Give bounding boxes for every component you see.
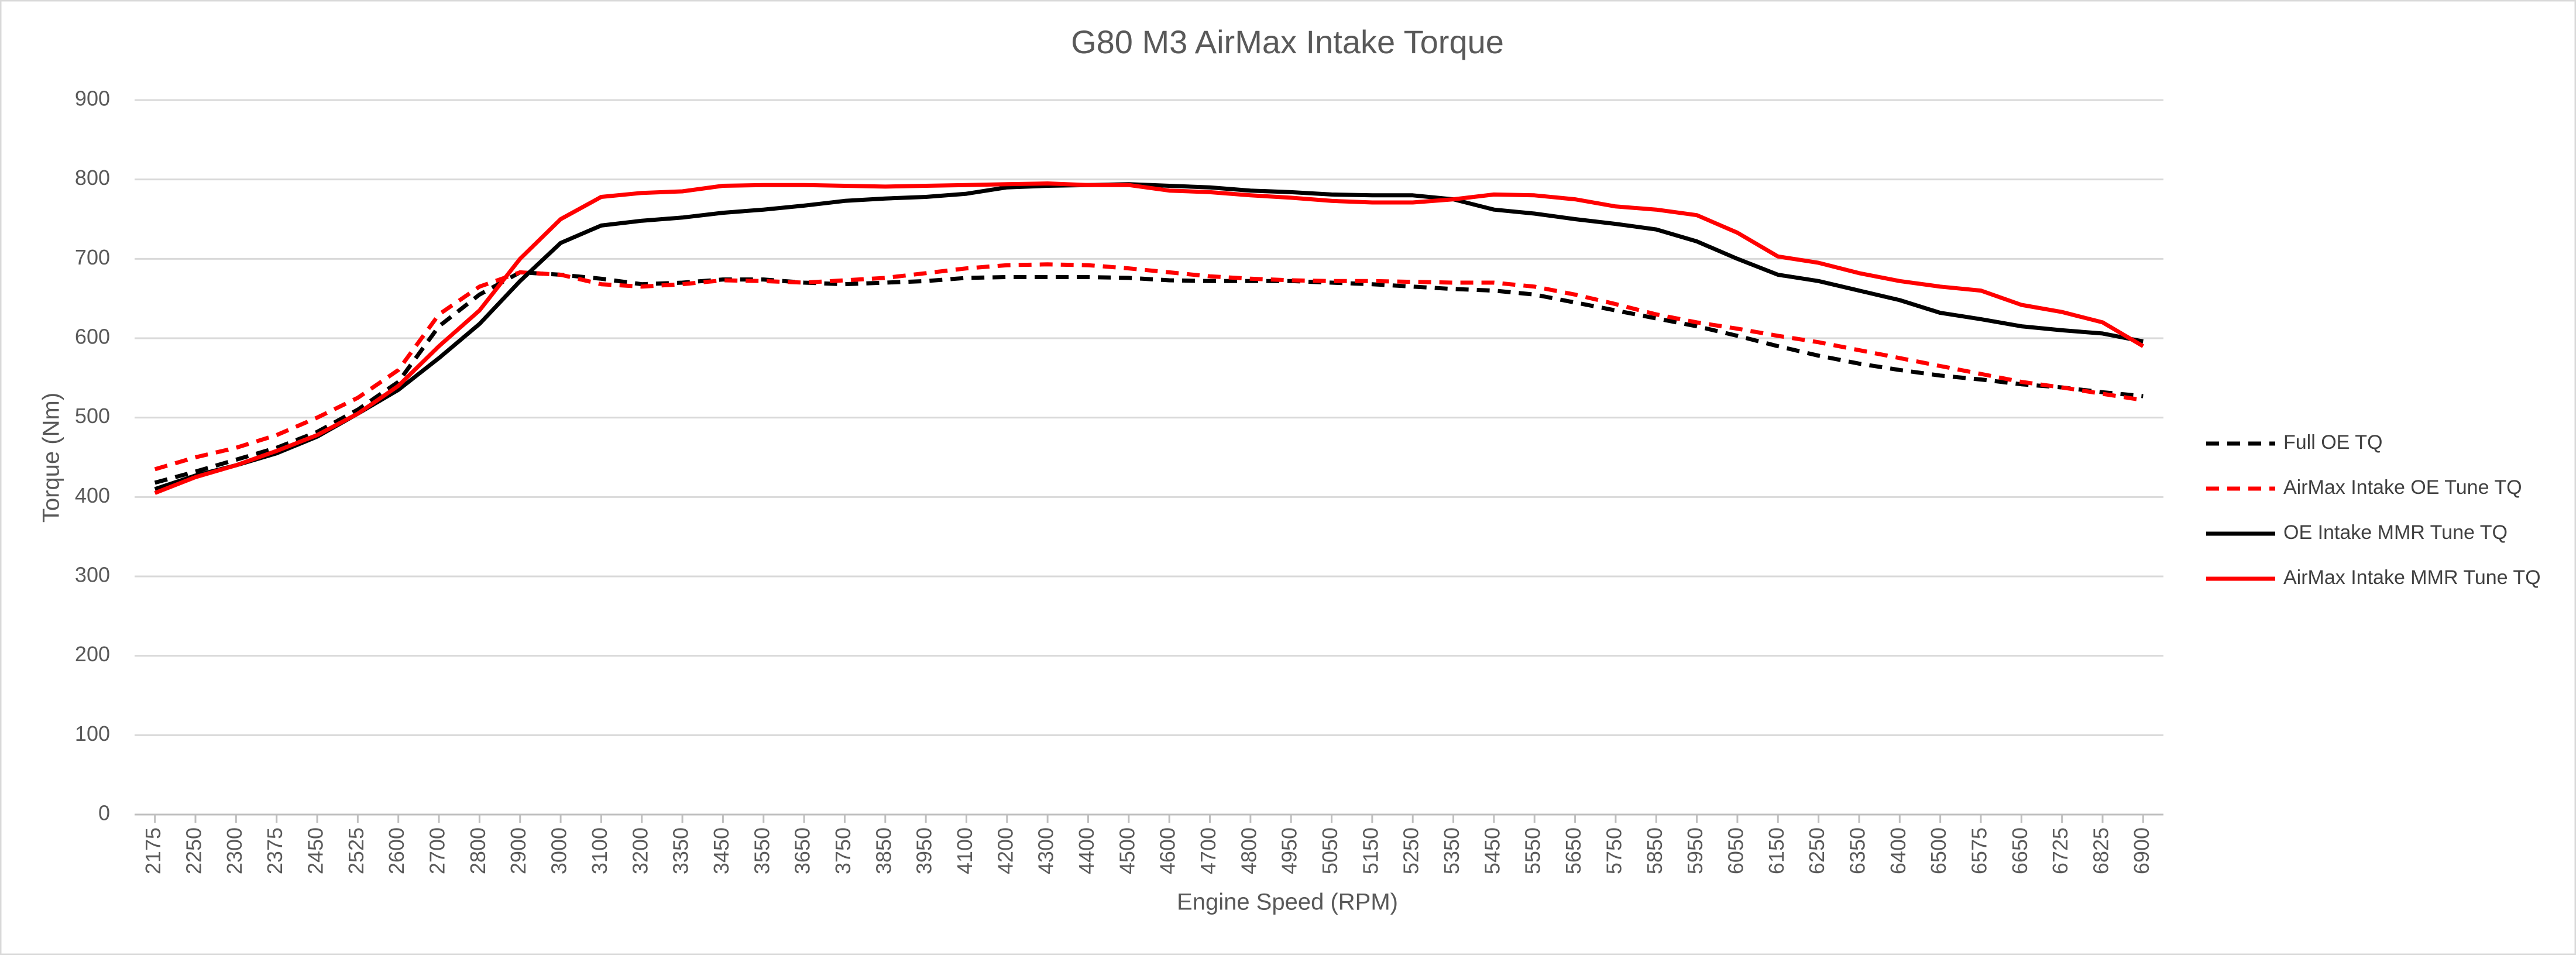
x-tick-label: 5850 [1643,827,1667,874]
x-tick-label: 2250 [182,827,206,874]
x-tick-label: 6150 [1764,827,1788,874]
x-tick-label: 4700 [1196,827,1220,874]
x-tick-label: 5650 [1561,827,1585,874]
x-tick-label: 2525 [344,827,368,874]
x-tick-label: 2450 [304,827,328,874]
x-tick-label: 5150 [1358,827,1382,874]
x-tick-label: 5450 [1480,827,1504,874]
x-tick-label: 3200 [628,827,652,874]
x-tick-label: 5050 [1318,827,1342,874]
x-tick-label: 6575 [1967,827,1991,874]
y-tick-label: 500 [75,404,110,428]
x-tick-label: 6725 [2048,827,2072,874]
x-tick-label: 6500 [1926,827,1950,874]
x-tick-label: 3100 [588,827,612,874]
x-tick-label: 4200 [993,827,1017,874]
x-tick-label: 2700 [425,827,449,874]
series-line [154,270,2144,485]
series-line [154,262,2144,472]
y-tick-label: 400 [75,483,110,507]
x-tick-label: 2300 [222,827,246,874]
x-tick-label: 5250 [1399,827,1423,874]
x-tick-label: 6050 [1723,827,1747,874]
y-tick-label: 900 [75,87,110,111]
x-tick-label: 6825 [2089,827,2113,874]
x-tick-label: 6900 [2130,827,2153,874]
x-tick-label: 2800 [466,827,490,874]
x-tick-label: 3650 [791,827,815,874]
x-tick-label: 5550 [1521,827,1545,874]
x-tick-label: 2600 [384,827,408,874]
legend-label: AirMax Intake MMR Tune TQ [2283,566,2541,589]
series-line [154,181,2145,495]
x-tick-label: 2900 [506,827,530,874]
y-tick-label: 600 [75,325,110,349]
x-tick-label: 4950 [1277,827,1301,874]
x-tick-label: 5950 [1683,827,1707,874]
x-tick-label: 2175 [141,827,165,874]
x-tick-label: 2375 [263,827,287,874]
chart-title: G80 M3 AirMax Intake Torque [1071,23,1504,60]
x-tick-label: 4400 [1074,827,1098,874]
y-tick-label: 300 [75,563,110,587]
y-tick-label: 700 [75,245,110,269]
y-tick-label: 0 [98,801,110,825]
legend-label: OE Intake MMR Tune TQ [2283,521,2508,544]
legend-label: Full OE TQ [2283,431,2382,454]
x-tick-label: 3750 [831,827,855,874]
x-tick-label: 5350 [1440,827,1464,874]
x-tick-label: 4300 [1034,827,1058,874]
x-tick-label: 3550 [750,827,774,874]
x-tick-label: 6250 [1805,827,1829,874]
series-line [154,182,2144,492]
x-tick-label: 5750 [1602,827,1626,874]
x-tick-label: 3350 [669,827,693,874]
x-tick-label: 4500 [1115,827,1139,874]
x-tick-label: 4800 [1237,827,1260,874]
y-tick-label: 200 [75,642,110,666]
y-axis-title: Torque (Nm) [39,393,64,523]
x-tick-label: 3000 [547,827,571,874]
x-tick-label: 4100 [953,827,977,874]
x-tick-label: 3450 [709,827,733,874]
x-tick-label: 6350 [1845,827,1869,874]
x-tick-label: 3950 [912,827,936,874]
legend-label: AirMax Intake OE Tune TQ [2283,476,2522,499]
y-tick-label: 800 [75,166,110,190]
x-axis-title: Engine Speed (RPM) [1177,889,1398,915]
y-tick-label: 100 [75,722,110,746]
x-tick-label: 4600 [1156,827,1180,874]
x-tick-label: 6400 [1886,827,1910,874]
x-tick-label: 3850 [871,827,895,874]
x-tick-label: 6650 [2008,827,2032,874]
